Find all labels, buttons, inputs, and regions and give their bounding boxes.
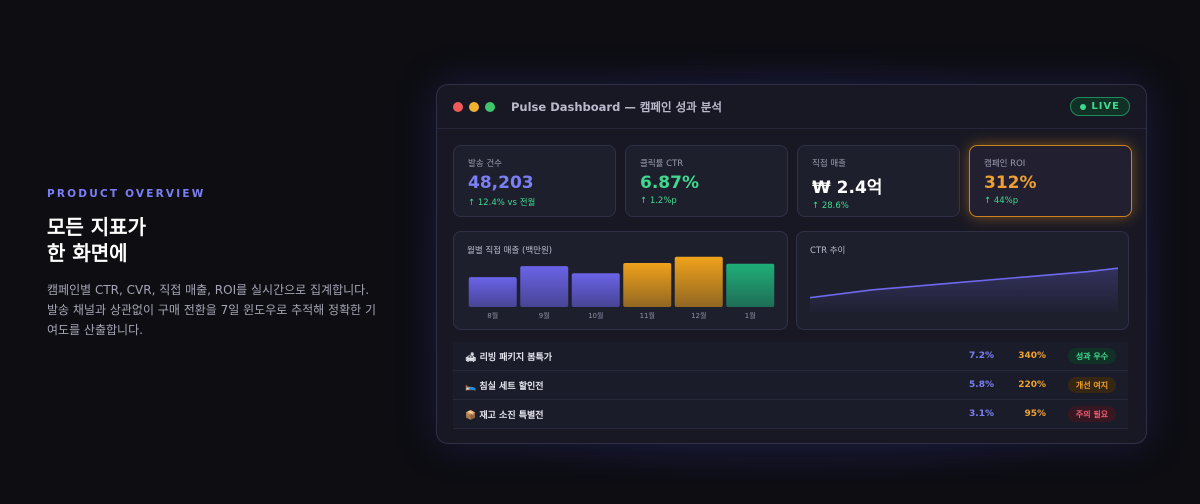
- metric-delta: ↑ 12.4% vs 전월: [468, 198, 536, 208]
- x-tick-label: 1월: [745, 311, 756, 320]
- metric-value: 312%: [984, 173, 1037, 193]
- bar: [468, 277, 517, 307]
- live-label: LIVE: [1091, 101, 1120, 112]
- metric-cards: 발송 건수 48,203 ↑ 12.4% vs 전월 클릭률 CTR 6.87%…: [453, 145, 1132, 217]
- eyebrow-label: PRODUCT OVERVIEW: [47, 188, 206, 200]
- campaign-ctr: 7.2%: [969, 351, 994, 361]
- metric-card-sends[interactable]: 발송 건수 48,203 ↑ 12.4% vs 전월: [453, 145, 616, 217]
- table-row[interactable]: 📦 재고 소진 특별전 3.1% 95% 주의 필요: [453, 400, 1128, 429]
- metric-value: ₩ 2.4억: [812, 178, 883, 198]
- table-row[interactable]: 🛌 침실 세트 할인전 5.8% 220% 개선 여지: [453, 371, 1128, 400]
- campaign-icon: 🛋: [465, 352, 477, 363]
- live-dot-icon: [1080, 103, 1087, 110]
- line-chart: [809, 267, 1119, 312]
- metric-label: 발송 건수: [468, 159, 502, 169]
- campaign-roi: 220%: [1018, 380, 1046, 390]
- metric-delta: ↑ 1.2%p: [640, 196, 677, 206]
- bar: [571, 273, 620, 307]
- campaign-name: 🛌 침실 세트 할인전: [465, 379, 944, 392]
- bar: [674, 256, 723, 307]
- x-tick-label: 9월: [539, 311, 550, 320]
- ctr-series-line: [809, 267, 1119, 299]
- campaign-icon: 📦: [465, 410, 477, 421]
- x-tick-label: 11월: [640, 311, 655, 320]
- status-badge: 개선 여지: [1068, 377, 1116, 393]
- campaign-name-text: 침실 세트 할인전: [479, 381, 544, 392]
- headline-line-1: 모든 지표가: [47, 215, 146, 239]
- window-titlebar: Pulse Dashboard — 캠페인 성과 분석 LIVE: [437, 85, 1146, 129]
- status-badge: 주의 필요: [1068, 406, 1116, 422]
- bar: [623, 263, 672, 307]
- headline: 모든 지표가 한 화면에: [47, 214, 387, 266]
- metric-delta: ↑ 28.6%: [812, 201, 849, 211]
- line-chart-panel: CTR 추이: [796, 231, 1129, 330]
- campaign-name: 📦 재고 소진 특별전: [465, 408, 944, 421]
- dashboard-window: Pulse Dashboard — 캠페인 성과 분석 LIVE 발송 건수 4…: [436, 84, 1147, 444]
- metric-delta: ↑ 44%p: [984, 196, 1019, 206]
- campaign-name: 🛋 리빙 패키지 봄특가: [465, 350, 944, 363]
- description: 캠페인별 CTR, CVR, 직접 매출, ROI를 실시간으로 집계합니다. …: [47, 283, 377, 337]
- live-badge: LIVE: [1070, 97, 1130, 116]
- campaign-ctr: 5.8%: [969, 380, 994, 390]
- campaign-icon: 🛌: [465, 381, 477, 392]
- campaign-roi: 95%: [1024, 409, 1046, 419]
- metric-card-ctr[interactable]: 클릭률 CTR 6.87% ↑ 1.2%p: [625, 145, 788, 217]
- metric-label: 캠페인 ROI: [984, 159, 1026, 169]
- metric-label: 클릭률 CTR: [640, 159, 684, 169]
- campaign-ctr: 3.1%: [969, 409, 994, 419]
- line-area: [810, 268, 1118, 312]
- bar-chart: 8월 9월 10월 11월 12월 1월: [468, 256, 775, 320]
- bar: [726, 263, 775, 307]
- campaign-table: 🛋 리빙 패키지 봄특가 7.2% 340% 성과 우수 🛌 침실 세트 할인전…: [453, 342, 1128, 429]
- metric-label: 직접 매출: [812, 159, 846, 169]
- headline-line-2: 한 화면에: [47, 241, 128, 265]
- campaign-name-text: 재고 소진 특별전: [479, 410, 544, 421]
- bar-chart-title: 월별 직접 매출 (백만원): [467, 246, 553, 256]
- x-tick-label: 8월: [487, 311, 498, 320]
- metric-value: 6.87%: [640, 173, 699, 193]
- x-tick-label: 10월: [588, 311, 603, 320]
- bar: [520, 266, 569, 307]
- line-chart-title: CTR 추이: [810, 246, 846, 256]
- metric-card-roi[interactable]: 캠페인 ROI 312% ↑ 44%p: [969, 145, 1132, 217]
- product-intro: PRODUCT OVERVIEW 모든 지표가 한 화면에 캠페인별 CTR, …: [47, 188, 387, 340]
- minimize-window-button[interactable]: [469, 101, 479, 112]
- close-window-button[interactable]: [453, 101, 463, 112]
- campaign-roi: 340%: [1018, 351, 1046, 361]
- window-title: Pulse Dashboard — 캠페인 성과 분석: [511, 99, 722, 114]
- metric-value: 48,203: [468, 173, 534, 193]
- metric-card-revenue[interactable]: 직접 매출 ₩ 2.4억 ↑ 28.6%: [797, 145, 960, 217]
- maximize-window-button[interactable]: [485, 101, 495, 112]
- bar-chart-panel: 8월 9월 10월 11월 12월 1월 월별 직접 매출 (백만원): [453, 231, 788, 330]
- status-badge: 성과 우수: [1068, 348, 1116, 364]
- campaign-name-text: 리빙 패키지 봄특가: [479, 352, 553, 363]
- table-row[interactable]: 🛋 리빙 패키지 봄특가 7.2% 340% 성과 우수: [453, 342, 1128, 371]
- x-tick-label: 12월: [691, 311, 706, 320]
